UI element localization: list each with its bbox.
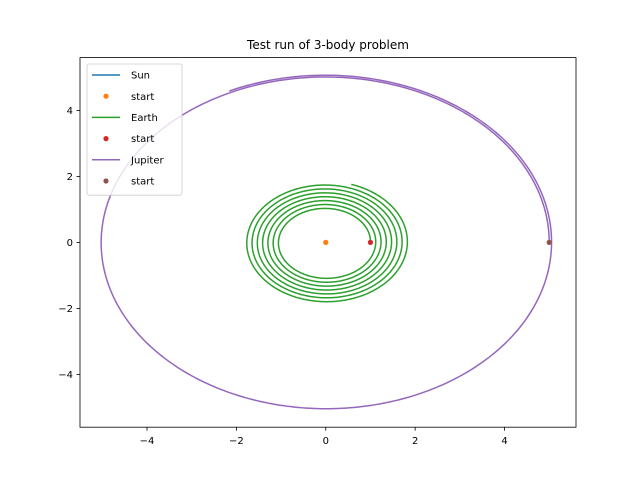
legend-label: Earth (131, 113, 158, 124)
legend-marker-5 (103, 178, 109, 184)
legend-label: Jupiter (130, 155, 164, 166)
legend-label: start (131, 92, 154, 103)
legend-box (86, 63, 183, 196)
chart-title: Test run of 3-body problem (246, 38, 409, 52)
series-start-marker-3 (367, 239, 374, 245)
series-start-marker-1 (323, 239, 329, 245)
x-tick-label: 2 (412, 436, 418, 447)
series-earth-line (246, 183, 409, 303)
legend-label: Sun (131, 71, 150, 82)
y-tick-label: −2 (58, 304, 73, 315)
y-tick-label: −4 (58, 370, 73, 381)
series-jupiter-line (100, 74, 553, 410)
legend-label: start (131, 177, 154, 188)
y-tick-label: 2 (67, 172, 73, 183)
y-tick-label: 4 (67, 106, 73, 117)
tick-layer: −4 −2 0 2 4 −4 −2 0 2 4 (58, 106, 507, 447)
series-layer (100, 74, 553, 410)
x-tick-label: 0 (323, 436, 329, 447)
x-tick-label: −2 (229, 436, 244, 447)
legend: Sun start Earth start Jupiter start (86, 63, 183, 196)
legend-marker-1 (103, 93, 109, 99)
legend-label: start (131, 134, 154, 145)
y-tick-label: 0 (67, 238, 73, 249)
legend-marker-3 (103, 136, 109, 142)
series-start-marker-5 (546, 239, 552, 245)
x-tick-label: −4 (140, 436, 155, 447)
x-tick-label: 4 (501, 436, 507, 447)
